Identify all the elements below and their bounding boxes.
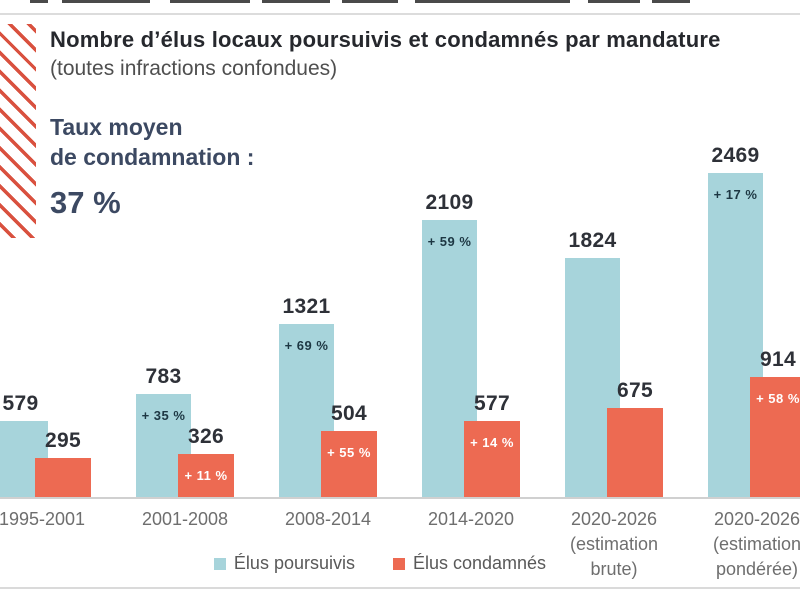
bar-value-label: 504 bbox=[331, 402, 367, 425]
stat-label-line2: de condamnation : bbox=[50, 144, 255, 170]
legend-item-poursuivis: Élus poursuivis bbox=[213, 553, 355, 574]
bar-value-label: 783 bbox=[145, 365, 182, 388]
bar-condamnes bbox=[464, 421, 520, 497]
bar-pct-change-label: + 69 % bbox=[284, 338, 329, 353]
legend-swatch-condamnes-icon bbox=[392, 557, 405, 570]
x-axis-category-label: 1995-2001 bbox=[0, 509, 86, 529]
bar-value-label: 577 bbox=[474, 392, 510, 415]
legend-label-poursuivis: Élus poursuivis bbox=[233, 553, 355, 573]
diagonal-stripes-decoration bbox=[0, 24, 36, 238]
bar-condamnes bbox=[750, 377, 800, 497]
bar-condamnes bbox=[35, 458, 91, 497]
legend-item-condamnes: Élus condamnés bbox=[392, 553, 547, 574]
bar-pct-change-label: + 35 % bbox=[141, 408, 186, 423]
bottom-divider bbox=[0, 587, 800, 589]
bar-value-label: 579 bbox=[2, 392, 39, 415]
bar-pct-change-label: + 17 % bbox=[713, 187, 758, 202]
bar-value-label: 914 bbox=[760, 348, 796, 371]
bar-value-label: 326 bbox=[188, 425, 224, 448]
legend-swatch-poursuivis-icon bbox=[213, 557, 226, 570]
bar-pct-change-label: + 11 % bbox=[184, 468, 228, 483]
bar-value-label: 1321 bbox=[282, 295, 331, 318]
bar-value-label: 2469 bbox=[711, 144, 760, 167]
x-axis-category-label: 2020-2026 (estimation brute) bbox=[569, 509, 659, 579]
chart-title: Nombre d’élus locaux poursuivis et conda… bbox=[50, 27, 721, 52]
chart-subtitle: (toutes infractions confondues) bbox=[50, 57, 338, 80]
legend: Élus poursuivis Élus condamnés bbox=[0, 553, 760, 574]
bar-condamnes bbox=[321, 431, 377, 497]
bar-pct-change-label: + 14 % bbox=[470, 435, 514, 450]
chart-header: Nombre d’élus locaux poursuivis et conda… bbox=[50, 26, 770, 82]
conviction-rate-stat: Taux moyen de condamnation : 37 % bbox=[50, 112, 370, 221]
bar-value-label: 675 bbox=[617, 379, 653, 402]
stat-value: 37 % bbox=[50, 185, 121, 220]
x-axis-line bbox=[0, 497, 800, 499]
bar-pct-change-label: + 58 % bbox=[756, 391, 800, 406]
bar-pct-change-label: + 59 % bbox=[427, 234, 472, 249]
bar-condamnes bbox=[178, 454, 234, 497]
x-axis-category-label: 2001-2008 bbox=[141, 509, 229, 529]
bar-value-label: 2109 bbox=[425, 191, 474, 214]
bar-value-label: 1824 bbox=[568, 229, 617, 252]
legend-label-condamnes: Élus condamnés bbox=[412, 553, 547, 573]
bar-pct-change-label: + 55 % bbox=[327, 445, 371, 460]
x-axis-category-label: 2014-2020 bbox=[427, 509, 515, 529]
bar-condamnes bbox=[607, 408, 663, 497]
x-axis-category-label: 2020-2026 (estimation pondérée) bbox=[712, 509, 800, 579]
top-divider bbox=[0, 13, 800, 15]
x-axis-category-label: 2008-2014 bbox=[284, 509, 372, 529]
bar-value-label: 295 bbox=[45, 429, 81, 452]
stat-label-line1: Taux moyen bbox=[50, 114, 183, 140]
